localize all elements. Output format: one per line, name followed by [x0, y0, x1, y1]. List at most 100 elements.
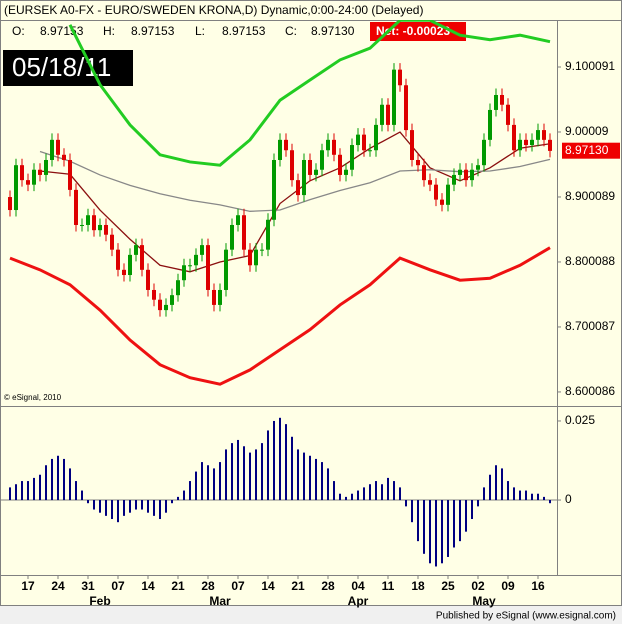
candle-body — [548, 139, 552, 151]
x-tick-label: 07 — [231, 579, 245, 593]
histogram-bar — [285, 424, 287, 501]
candle-body — [200, 245, 204, 255]
histogram-bar — [489, 474, 491, 501]
y-tick-label: 8.900089 — [565, 189, 615, 203]
candle-body — [464, 169, 468, 181]
candle-body — [302, 159, 306, 196]
footer-band — [0, 606, 622, 624]
candle-body — [518, 139, 522, 151]
x-tick-label: 18 — [411, 579, 425, 593]
header-title: (EURSEK A0-FX - EURO/SWEDEN KRONA,D) Dyn… — [4, 3, 423, 17]
candle-body — [158, 299, 162, 311]
histogram-bar — [117, 500, 119, 523]
histogram-bar — [171, 500, 173, 504]
histogram-bar — [363, 487, 365, 501]
histogram-bar — [201, 462, 203, 501]
x-tick-label: 24 — [51, 579, 65, 593]
histogram-bar — [333, 481, 335, 501]
histogram-bar — [447, 500, 449, 557]
candle-body — [20, 165, 24, 181]
histogram-bar — [279, 417, 281, 501]
candle-body — [536, 130, 540, 140]
candle-body — [470, 169, 474, 181]
histogram-bar — [273, 420, 275, 501]
candle-body — [116, 249, 120, 270]
histogram-bar — [417, 500, 419, 542]
ohlc-label: L: — [195, 24, 205, 38]
histogram-bar — [453, 500, 455, 548]
histogram-bar — [129, 500, 131, 513]
x-tick-label: 14 — [261, 579, 275, 593]
indicator-line — [9, 246, 551, 386]
candle-body — [14, 165, 18, 211]
histogram-bar — [249, 452, 251, 501]
x-tick-label: 04 — [351, 579, 365, 593]
histogram-bar — [225, 449, 227, 501]
ohlc-value: 8.97153 — [131, 24, 175, 38]
histogram-bar — [165, 500, 167, 513]
candle-body — [362, 134, 366, 151]
candle-body — [38, 169, 42, 175]
histogram-bar — [399, 487, 401, 501]
candle-body — [56, 139, 60, 155]
candle-body — [50, 139, 54, 160]
candle-body — [236, 215, 240, 225]
y-tick-label: 8.700087 — [565, 319, 615, 333]
histogram-bar — [33, 477, 35, 501]
histogram-bar — [315, 458, 317, 501]
histogram-bar — [141, 500, 143, 510]
candle-body — [8, 197, 12, 211]
candle-body — [332, 139, 336, 155]
candle-body — [134, 245, 138, 255]
histogram-bar — [369, 484, 371, 501]
candle-body — [542, 130, 546, 140]
candle-body — [272, 159, 276, 220]
histogram-bar — [243, 446, 245, 501]
last-price-label: 8.97130 — [565, 143, 609, 157]
histogram-bar — [471, 500, 473, 520]
y-tick-label: 8.800088 — [565, 254, 615, 268]
histogram-bar — [261, 443, 263, 501]
x-tick-label: 11 — [382, 579, 395, 593]
histogram-bar — [237, 439, 239, 501]
histogram-bar — [429, 500, 431, 564]
candle-body — [80, 224, 84, 226]
candle-body — [326, 139, 330, 151]
candle-body — [524, 139, 528, 146]
histogram-bar — [15, 484, 17, 501]
histogram-bar — [387, 477, 389, 501]
x-tick-label: 28 — [321, 579, 335, 593]
candle-body — [374, 124, 378, 151]
candle-body — [92, 215, 96, 231]
candle-body — [404, 85, 408, 131]
candle-body — [344, 169, 348, 175]
histogram-bar — [231, 443, 233, 501]
candle-body — [434, 184, 438, 200]
indicator-line — [68, 20, 551, 167]
histogram-bar — [495, 465, 497, 501]
histogram-bar — [219, 462, 221, 501]
date-box — [3, 50, 133, 86]
histogram-bar — [321, 462, 323, 501]
candle-body — [128, 254, 132, 276]
candle-body — [416, 159, 420, 166]
candle-body — [368, 150, 372, 152]
histogram-bar — [39, 474, 41, 501]
candle-body — [164, 304, 168, 311]
x-tick-label: 16 — [531, 579, 545, 593]
candle-body — [212, 289, 216, 305]
candle-body — [320, 150, 324, 170]
histogram-bar — [459, 500, 461, 542]
candle-body — [110, 234, 114, 250]
histogram-bar — [177, 496, 179, 501]
candle-body — [338, 154, 342, 175]
month-label: Feb — [89, 594, 110, 608]
candle-body — [488, 109, 492, 140]
footer: Published by eSignal (www.esignal.com) — [436, 611, 616, 622]
candle-body — [242, 215, 246, 250]
histogram-bar — [45, 465, 47, 501]
histogram-bar — [57, 455, 59, 501]
y-tick-label: 0.025 — [565, 413, 595, 427]
candle-body — [26, 180, 30, 185]
candle-body — [398, 69, 402, 86]
